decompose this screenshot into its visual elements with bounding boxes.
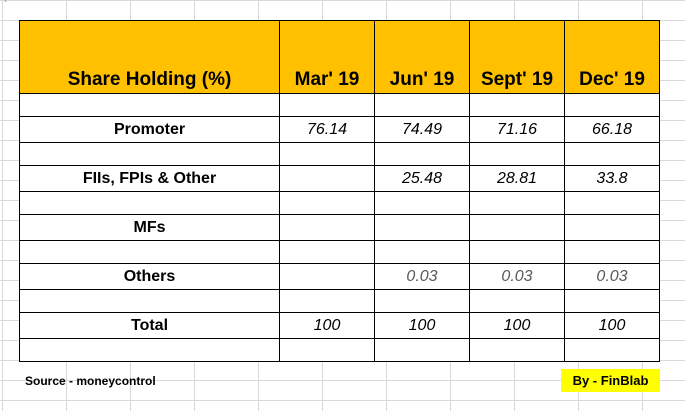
spacer-row <box>19 191 660 215</box>
empty-cell[interactable] <box>374 142 470 166</box>
byline-badge[interactable]: By - FinBlab <box>561 369 660 392</box>
empty-cell[interactable] <box>279 191 375 215</box>
empty-cell[interactable] <box>469 240 565 264</box>
empty-cell[interactable] <box>564 338 660 362</box>
empty-cell[interactable] <box>374 93 470 117</box>
empty-cell[interactable] <box>374 289 470 313</box>
empty-cell[interactable] <box>469 338 565 362</box>
value-cell[interactable]: 33.8 <box>564 165 660 192</box>
value-cell[interactable] <box>279 263 375 290</box>
row-label-total[interactable]: Total <box>19 312 280 339</box>
header-period-sep19[interactable]: Sept' 19 <box>469 20 565 94</box>
value-cell[interactable] <box>564 214 660 241</box>
empty-cell[interactable] <box>564 191 660 215</box>
empty-cell[interactable] <box>469 191 565 215</box>
header-period-mar19[interactable]: Mar' 19 <box>279 20 375 94</box>
empty-cell[interactable] <box>19 191 280 215</box>
row-mfs: MFs <box>19 214 660 241</box>
empty-cell[interactable] <box>564 240 660 264</box>
source-note[interactable]: Source - moneycontrol <box>25 374 156 388</box>
value-cell[interactable] <box>374 214 470 241</box>
header-period-jun19[interactable]: Jun' 19 <box>374 20 470 94</box>
empty-cell[interactable] <box>279 289 375 313</box>
empty-cell[interactable] <box>374 191 470 215</box>
empty-cell[interactable] <box>19 240 280 264</box>
spacer-row <box>19 289 660 313</box>
row-promoter: Promoter 76.14 74.49 71.16 66.18 <box>19 116 660 143</box>
value-cell[interactable]: 76.14 <box>279 116 375 143</box>
empty-cell[interactable] <box>279 93 375 117</box>
value-cell[interactable] <box>279 214 375 241</box>
value-cell[interactable]: 71.16 <box>469 116 565 143</box>
empty-cell[interactable] <box>564 142 660 166</box>
row-label-promoter[interactable]: Promoter <box>19 116 280 143</box>
value-cell[interactable] <box>469 214 565 241</box>
value-cell[interactable]: 100 <box>279 312 375 339</box>
spacer-row <box>19 93 660 117</box>
header-row: Share Holding (%) Mar' 19 Jun' 19 Sept' … <box>19 20 660 94</box>
value-cell[interactable]: 0.03 <box>564 263 660 290</box>
empty-cell[interactable] <box>469 142 565 166</box>
share-holding-table: Share Holding (%) Mar' 19 Jun' 19 Sept' … <box>19 20 660 362</box>
row-fiis-fpis-other: FIIs, FPIs & Other 25.48 28.81 33.8 <box>19 165 660 192</box>
value-cell[interactable]: 0.03 <box>469 263 565 290</box>
empty-cell[interactable] <box>279 142 375 166</box>
value-cell[interactable]: 25.48 <box>374 165 470 192</box>
value-cell[interactable]: 66.18 <box>564 116 660 143</box>
value-cell[interactable]: 100 <box>469 312 565 339</box>
row-label-others[interactable]: Others <box>19 263 280 290</box>
empty-cell[interactable] <box>564 93 660 117</box>
value-cell[interactable]: 100 <box>564 312 660 339</box>
value-cell[interactable]: 74.49 <box>374 116 470 143</box>
value-cell[interactable] <box>279 165 375 192</box>
empty-cell[interactable] <box>469 93 565 117</box>
value-cell[interactable]: 0.03 <box>374 263 470 290</box>
empty-cell[interactable] <box>19 93 280 117</box>
header-label-cell[interactable]: Share Holding (%) <box>19 20 280 94</box>
empty-cell[interactable] <box>374 240 470 264</box>
corner-mark: ` <box>4 0 8 11</box>
empty-cell[interactable] <box>19 338 280 362</box>
row-total: Total 100 100 100 100 <box>19 312 660 339</box>
empty-cell[interactable] <box>19 142 280 166</box>
row-label-fiis-fpis-other[interactable]: FIIs, FPIs & Other <box>19 165 280 192</box>
spacer-row <box>19 142 660 166</box>
spacer-row <box>19 240 660 264</box>
empty-cell[interactable] <box>279 338 375 362</box>
header-period-dec19[interactable]: Dec' 19 <box>564 20 660 94</box>
empty-cell[interactable] <box>279 240 375 264</box>
empty-cell[interactable] <box>19 289 280 313</box>
empty-cell[interactable] <box>374 338 470 362</box>
value-cell[interactable]: 28.81 <box>469 165 565 192</box>
value-cell[interactable]: 100 <box>374 312 470 339</box>
row-label-mfs[interactable]: MFs <box>19 214 280 241</box>
empty-cell[interactable] <box>564 289 660 313</box>
row-others: Others 0.03 0.03 0.03 <box>19 263 660 290</box>
empty-cell[interactable] <box>469 289 565 313</box>
spacer-row <box>19 338 660 362</box>
